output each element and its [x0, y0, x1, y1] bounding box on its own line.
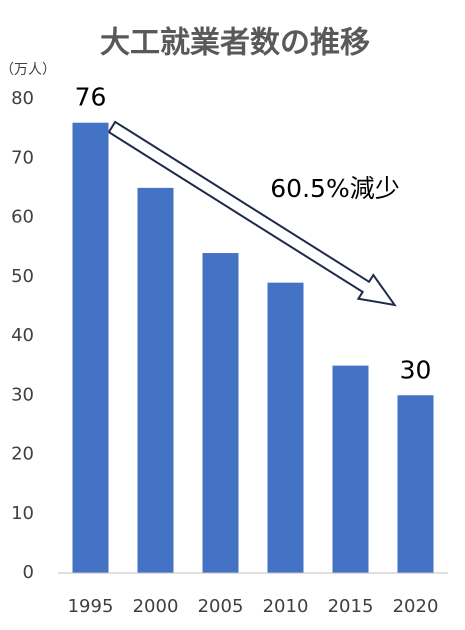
y-tick-label: 50 — [11, 266, 34, 287]
y-tick-label: 40 — [11, 325, 34, 346]
x-tick-label: 2000 — [133, 596, 179, 617]
y-tick-label: 60 — [11, 207, 34, 228]
y-tick-label: 10 — [11, 503, 34, 524]
annotation: 60.5%減少 — [270, 174, 399, 203]
bar — [332, 365, 369, 573]
decrease-arrow — [107, 120, 397, 307]
x-tick-label: 2005 — [198, 596, 244, 617]
y-tick-label: 0 — [23, 562, 34, 583]
x-tick-label: 2010 — [263, 596, 309, 617]
x-tick-label: 2015 — [328, 596, 374, 617]
y-tick-label: 30 — [11, 384, 34, 405]
y-tick-label: 20 — [11, 444, 34, 465]
bar — [202, 253, 239, 574]
x-tick-label: 1995 — [68, 596, 114, 617]
y-tick-label: 80 — [11, 88, 34, 109]
data-label: 76 — [75, 83, 107, 112]
bar — [267, 282, 304, 573]
bar — [397, 395, 434, 573]
y-unit: （万人） — [0, 62, 56, 78]
chart-title: 大工就業者数の推移 — [100, 26, 370, 61]
x-tick-label: 2020 — [393, 596, 439, 617]
bar — [72, 122, 109, 573]
y-tick-label: 70 — [11, 147, 34, 168]
bar — [137, 187, 174, 573]
data-label: 30 — [400, 355, 432, 384]
